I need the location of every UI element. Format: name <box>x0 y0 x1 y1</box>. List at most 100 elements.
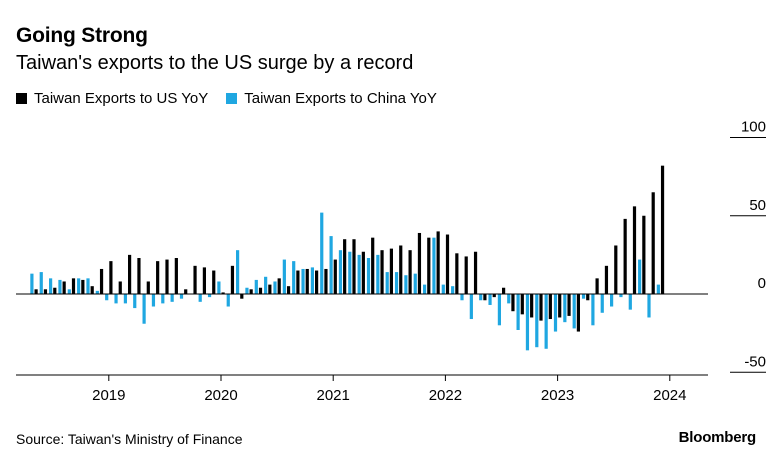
bar-us <box>408 250 412 294</box>
bar-china <box>273 281 277 294</box>
bar-china <box>207 294 212 298</box>
bar-china <box>591 294 595 326</box>
bar-us <box>109 261 113 294</box>
bar-china <box>479 294 483 301</box>
bar-us <box>558 294 562 318</box>
bar-china <box>647 294 651 318</box>
source-note: Source: Taiwan's Ministry of Finance <box>16 431 243 447</box>
bar-china <box>310 267 314 294</box>
bar-china <box>236 250 240 294</box>
bar-us <box>249 289 253 294</box>
bar-china <box>217 281 221 294</box>
bar-china <box>638 259 642 294</box>
bar-us <box>240 294 244 299</box>
bar-us <box>455 253 459 294</box>
bar-china <box>133 294 137 309</box>
bar-china <box>610 294 614 307</box>
bar-us <box>586 294 590 301</box>
y-tick-label: 0 <box>758 275 766 292</box>
bar-us <box>389 248 393 294</box>
bar-china <box>338 250 343 294</box>
bar-china <box>292 261 296 294</box>
bar-us <box>202 267 206 294</box>
bar-us <box>427 237 431 294</box>
bar-us <box>595 278 599 294</box>
bar-china <box>469 294 473 320</box>
bar-us <box>305 268 309 294</box>
x-tick-label: 2019 <box>92 387 125 404</box>
legend-item-china: Taiwan Exports to China YoY <box>226 90 437 107</box>
bar-us <box>174 258 178 294</box>
bar-us <box>296 270 300 294</box>
bar-us <box>464 256 468 294</box>
bar-china <box>366 258 371 294</box>
x-tick-label: 2024 <box>653 387 686 404</box>
bar-us <box>604 265 609 294</box>
bar-us <box>445 234 450 294</box>
bar-us <box>118 281 122 294</box>
bar-china <box>460 294 464 301</box>
chart-legend: Taiwan Exports to US YoY Taiwan Exports … <box>16 90 455 107</box>
bar-us <box>632 206 637 294</box>
bar-us <box>539 294 543 321</box>
bar-china <box>179 294 184 299</box>
bar-us <box>361 251 365 294</box>
bar-us <box>230 265 235 294</box>
bar-china <box>86 278 90 294</box>
bar-china <box>114 294 118 304</box>
bar-china <box>544 294 548 349</box>
bar-china <box>357 254 361 294</box>
bar-china <box>264 276 268 294</box>
bar-us <box>530 294 534 318</box>
bar-us <box>277 278 281 294</box>
bar-china <box>507 294 511 304</box>
bar-china <box>329 236 333 294</box>
bar-us <box>623 218 627 294</box>
bloomberg-logo: Bloomberg <box>678 429 757 446</box>
bar-china <box>95 290 99 294</box>
legend-swatch-china <box>226 93 238 104</box>
bar-us <box>315 270 319 294</box>
bar-us <box>212 270 216 294</box>
bar-us <box>43 289 48 294</box>
y-tick-label: 100 <box>741 119 766 136</box>
bar-us <box>473 251 478 294</box>
bar-us <box>567 294 571 316</box>
bar-us <box>53 287 57 294</box>
bar-china <box>161 294 165 304</box>
chart-subtitle: Taiwan's exports to the US surge by a re… <box>16 52 414 74</box>
bar-china <box>301 268 305 294</box>
bar-us <box>520 294 524 315</box>
bar-us <box>90 286 94 294</box>
x-tick-label: 2022 <box>429 387 462 404</box>
bar-us <box>492 294 496 298</box>
bar-china <box>320 212 324 294</box>
bar-us <box>165 259 169 294</box>
bar-china <box>413 273 417 294</box>
bar-china <box>198 294 202 302</box>
bar-china <box>535 294 539 348</box>
bar-us <box>184 289 188 294</box>
bar-us <box>62 281 66 294</box>
bar-us <box>71 278 76 294</box>
bar-us <box>576 294 580 332</box>
bar-us <box>371 237 375 294</box>
bar-us <box>436 231 440 294</box>
x-tick-label: 2021 <box>317 387 350 404</box>
bar-china <box>432 237 436 294</box>
bar-us <box>502 287 506 294</box>
x-tick-label: 2023 <box>541 387 574 404</box>
bar-china <box>488 294 492 305</box>
bar-china <box>170 294 174 302</box>
bar-china <box>394 272 399 294</box>
bar-us <box>258 287 263 294</box>
bar-us <box>128 254 132 294</box>
bar-china <box>525 294 530 351</box>
bar-us <box>399 245 403 294</box>
x-tick-label: 2020 <box>204 387 237 404</box>
legend-swatch-us <box>16 93 27 104</box>
bar-china <box>441 284 445 294</box>
bar-china <box>39 272 43 294</box>
bar-china <box>600 294 604 313</box>
